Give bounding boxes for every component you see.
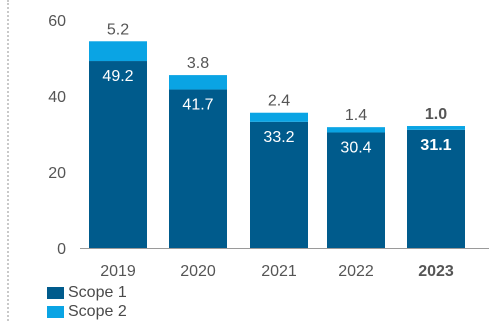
y-tick-label-60: 60 xyxy=(48,13,66,30)
bar-scope-2-2022 xyxy=(327,127,385,132)
x-tick-label-2022: 2022 xyxy=(338,263,374,280)
data-label-scope-2-2022: 1.4 xyxy=(345,107,367,124)
y-tick-label-20: 20 xyxy=(48,165,66,182)
legend-label-scope-1: Scope 1 xyxy=(68,284,127,302)
x-tick-label-2019: 2019 xyxy=(100,263,136,280)
bar-scope-2-2023 xyxy=(407,126,465,130)
bar-scope-2-2019 xyxy=(89,41,147,61)
data-label-scope-1-2021: 33.2 xyxy=(263,129,294,146)
legend-item-scope-2: Scope 2 xyxy=(47,302,127,321)
data-label-scope-2-2019: 5.2 xyxy=(107,21,129,38)
legend-swatch-scope-2 xyxy=(47,306,64,318)
legend-label-scope-2: Scope 2 xyxy=(68,303,127,321)
y-tick-label-40: 40 xyxy=(48,89,66,106)
data-label-scope-1-2020: 41.7 xyxy=(182,97,213,114)
legend-swatch-scope-1 xyxy=(47,287,64,299)
data-label-scope-2-2021: 2.4 xyxy=(268,93,290,110)
data-label-scope-1-2019: 49.2 xyxy=(102,68,133,85)
bar-scope-1-2019 xyxy=(89,61,147,248)
data-label-scope-2-2020: 3.8 xyxy=(187,55,209,72)
bar-scope-2-2020 xyxy=(169,75,227,89)
data-label-scope-1-2023: 31.1 xyxy=(420,137,451,154)
legend-item-scope-1: Scope 1 xyxy=(47,283,127,302)
legend: Scope 1 Scope 2 xyxy=(47,283,127,321)
data-label-scope-1-2022: 30.4 xyxy=(340,139,371,156)
data-label-scope-2-2023: 1.0 xyxy=(425,106,447,123)
y-tick-label-0: 0 xyxy=(57,241,66,258)
x-tick-label-2020: 2020 xyxy=(180,263,216,280)
bar-scope-2-2021 xyxy=(250,113,308,122)
x-tick-label-2021: 2021 xyxy=(261,263,297,280)
x-tick-label-2023: 2023 xyxy=(418,263,454,280)
